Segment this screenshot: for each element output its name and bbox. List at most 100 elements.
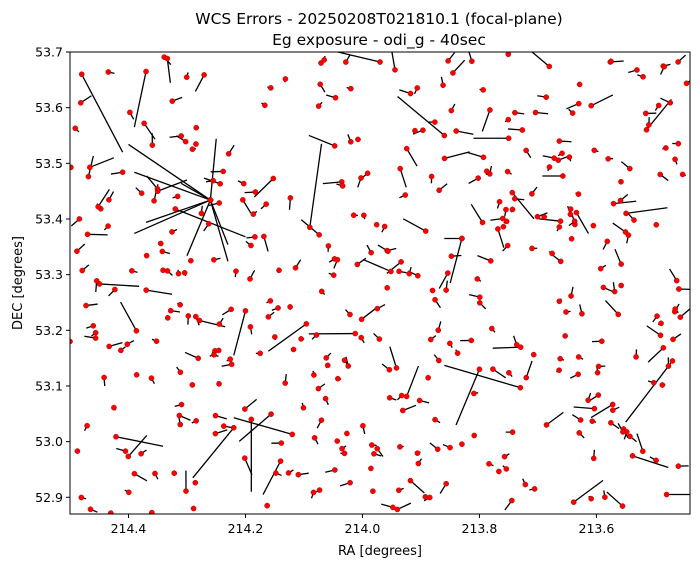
star-position-point: [70, 164, 74, 171]
star-position-point: [517, 344, 524, 350]
star-position-point: [479, 219, 486, 226]
star-position-point: [571, 218, 578, 225]
error-vector: [81, 73, 124, 153]
star-position-point: [358, 175, 364, 181]
star-position-point: [403, 145, 410, 152]
star-position-point: [360, 423, 366, 429]
star-position-point: [315, 385, 322, 392]
star-position-point: [459, 235, 465, 242]
star-position-point: [272, 334, 278, 340]
y-tick-label: 53.6: [35, 100, 63, 115]
star-position-point: [138, 190, 145, 196]
error-vector: [157, 179, 188, 192]
star-position-point: [672, 156, 678, 163]
star-position-point: [654, 313, 660, 319]
star-position-point: [597, 265, 604, 272]
star-position-point: [125, 453, 132, 460]
star-position-point: [651, 379, 657, 386]
error-vector: [497, 228, 505, 248]
star-position-point: [416, 397, 423, 404]
star-position-point: [270, 175, 277, 182]
star-position-point: [566, 154, 573, 160]
error-vector: [361, 307, 377, 320]
star-position-point: [653, 457, 659, 464]
star-position-point: [198, 210, 205, 217]
star-position-point: [207, 197, 214, 203]
star-position-point: [445, 58, 451, 64]
star-position-point: [476, 299, 483, 306]
star-position-point: [503, 218, 510, 225]
star-position-point: [476, 366, 483, 373]
star-position-point: [480, 87, 486, 93]
error-vector: [438, 272, 449, 289]
star-position-point: [531, 486, 538, 492]
star-position-point: [277, 458, 284, 464]
star-position-point: [608, 58, 614, 65]
star-position-point: [600, 284, 607, 291]
error-vector: [146, 289, 173, 295]
star-position-point: [95, 203, 101, 210]
star-position-point: [192, 479, 199, 486]
star-position-point: [212, 412, 219, 419]
star-position-point: [445, 270, 451, 276]
star-position-point: [84, 422, 90, 429]
x-tick-label: 214.0: [345, 521, 381, 536]
star-position-point: [579, 310, 585, 317]
star-position-point: [341, 357, 348, 364]
star-position-point: [573, 209, 580, 216]
chart-subtitle: Eg exposure - odi_g - 40sec: [272, 31, 486, 50]
star-position-point: [133, 327, 140, 334]
star-position-point: [569, 110, 576, 116]
star-position-point: [129, 268, 135, 274]
error-vector: [145, 199, 211, 223]
star-position-point: [432, 296, 438, 303]
star-position-point: [590, 222, 597, 229]
star-position-point: [205, 220, 212, 227]
error-vector: [406, 365, 420, 397]
y-axis: 52.9 53.0 53.1 53.2 53.3 53.4 53.5 53.6 53.7: [35, 45, 70, 505]
star-position-point: [407, 90, 414, 97]
star-position-point: [242, 308, 249, 314]
error-vector: [455, 369, 481, 426]
error-vector: [626, 207, 668, 214]
star-position-point: [192, 313, 199, 320]
star-position-point: [347, 138, 354, 145]
error-vector: [308, 134, 335, 147]
error-vector: [410, 480, 425, 494]
star-position-point: [589, 418, 596, 424]
star-position-point: [212, 430, 219, 437]
star-position-point: [509, 189, 516, 196]
star-position-point: [426, 494, 433, 501]
star-position-point: [663, 491, 670, 498]
star-position-point: [615, 311, 622, 318]
star-position-point: [590, 455, 597, 462]
star-position-point: [480, 154, 487, 161]
star-position-point: [675, 140, 682, 147]
error-vector: [613, 200, 637, 205]
star-position-point: [124, 341, 131, 348]
star-position-point: [92, 329, 99, 336]
star-position-point: [503, 206, 509, 213]
star-position-point: [85, 173, 92, 180]
error-vector: [531, 52, 550, 67]
star-position-point: [557, 355, 563, 362]
error-vector: [606, 491, 623, 507]
star-position-point: [216, 321, 223, 327]
star-position-point: [131, 470, 138, 477]
star-position-point: [323, 355, 330, 361]
star-position-point: [555, 157, 562, 163]
star-position-point: [74, 248, 80, 254]
star-position-point: [303, 321, 310, 327]
star-position-point: [609, 407, 616, 413]
star-position-point: [546, 63, 553, 70]
star-position-point: [499, 215, 506, 222]
star-position-point: [257, 350, 263, 357]
star-position-point: [77, 100, 84, 106]
star-position-point: [126, 489, 132, 496]
star-position-point: [263, 201, 269, 207]
star-position-point: [398, 392, 405, 399]
star-position-point: [339, 183, 346, 189]
star-position-point: [667, 100, 674, 106]
star-position-point: [657, 332, 664, 339]
star-position-point: [453, 128, 459, 134]
